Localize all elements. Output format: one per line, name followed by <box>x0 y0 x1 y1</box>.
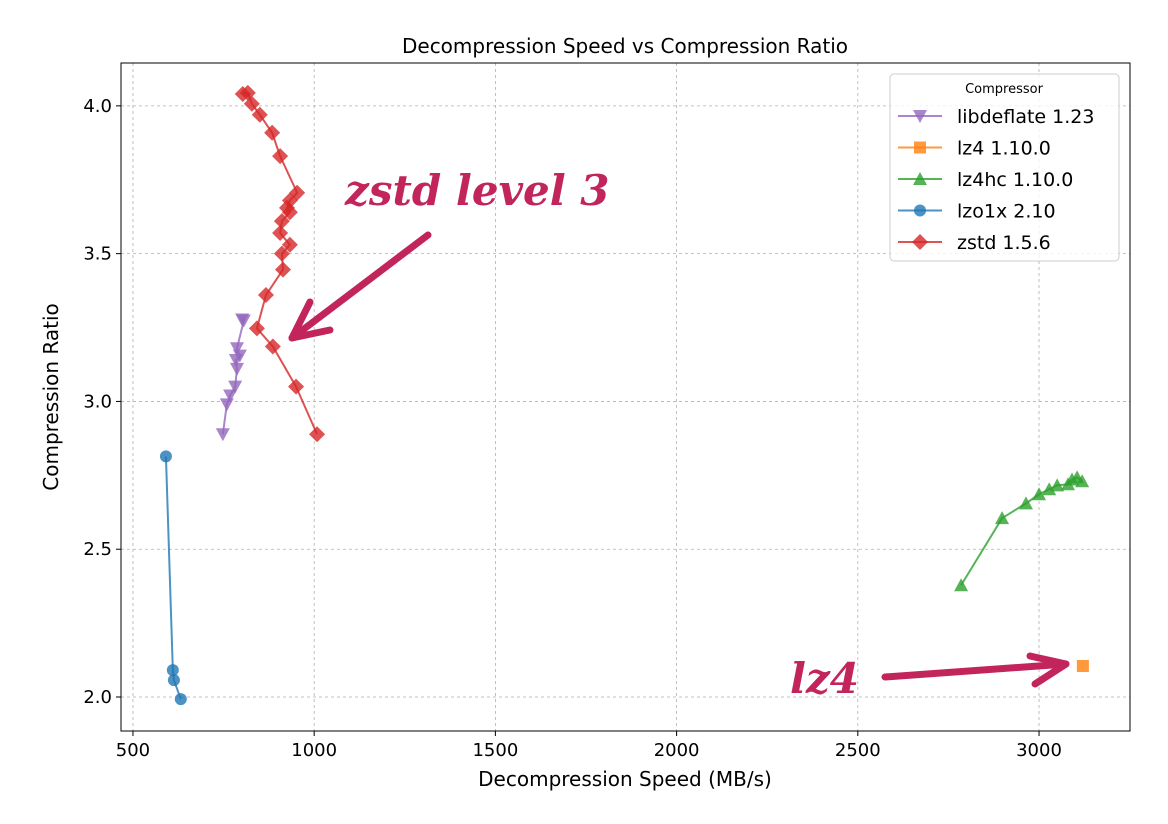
data-point <box>1075 474 1090 488</box>
data-point <box>281 204 298 221</box>
legend: Compressor libdeflate 1.23 lz4 1.10.0 lz4h… <box>889 73 1120 262</box>
x-tick-label: 1000 <box>291 740 337 761</box>
x-tick-label: 3000 <box>1016 740 1062 761</box>
data-point <box>251 106 268 123</box>
series-line <box>242 91 318 435</box>
annotation-arrow-lz4 <box>881 652 1070 688</box>
legend-label: zstd 1.5.6 <box>957 232 1051 254</box>
data-point <box>1018 496 1033 510</box>
legend-label: libdeflate 1.23 <box>957 106 1094 128</box>
data-point <box>995 511 1010 525</box>
data-point <box>281 236 298 253</box>
data-point <box>228 380 243 394</box>
data-point <box>219 398 234 412</box>
legend-item: lzo1x 2.10 <box>898 201 1056 223</box>
data-point <box>1076 659 1089 672</box>
series-line <box>164 456 182 700</box>
data-point <box>1050 478 1065 492</box>
data-point <box>215 428 230 442</box>
data-point <box>166 664 179 677</box>
data-point <box>264 124 281 141</box>
chart-title: Decompression Speed vs Compression Ratio <box>402 34 848 58</box>
legend-marker <box>914 204 926 217</box>
data-point <box>273 213 290 230</box>
annotation-arrow-zstd <box>288 231 432 342</box>
series-lz4 <box>1076 659 1089 672</box>
data-point <box>273 245 290 262</box>
data-point <box>272 148 289 165</box>
data-point <box>1042 482 1057 496</box>
ticks: 500 1000 1500 2000 2500 3000 2.0 2.5 3.0 3.5 4.0 <box>83 96 1062 761</box>
series-zstd <box>234 84 326 443</box>
data-point <box>272 224 289 241</box>
data-point <box>954 578 969 592</box>
legend-item: zstd 1.5.6 <box>898 232 1051 254</box>
annotation-zstd-level-3: zstd level 3 <box>344 166 610 215</box>
data-point <box>174 693 187 706</box>
annotation-lz4: lz4 <box>790 654 859 703</box>
legend-label: lz4hc 1.10.0 <box>957 169 1073 191</box>
data-point <box>257 287 274 304</box>
x-tick-label: 500 <box>116 740 150 761</box>
legend-label: lz4 1.10.0 <box>957 138 1051 160</box>
legend-item: lz4 1.10.0 <box>898 138 1051 160</box>
y-tick-label: 4.0 <box>83 96 112 117</box>
y-tick-label: 2.0 <box>83 687 112 708</box>
legend-label: lzo1x 2.10 <box>957 201 1056 223</box>
data-point <box>229 362 244 376</box>
y-tick-label: 2.5 <box>83 539 112 560</box>
x-axis-label: Decompression Speed (MB/s) <box>478 767 772 791</box>
y-tick-label: 3.0 <box>83 391 112 412</box>
series-libdeflate <box>215 313 251 442</box>
y-tick-label: 3.5 <box>83 244 112 265</box>
data-point <box>159 450 172 463</box>
plot-frame <box>120 62 1131 732</box>
data-point <box>275 261 292 278</box>
data-point <box>243 95 260 112</box>
data-point <box>228 354 243 368</box>
legend-title: Compressor <box>965 82 1044 97</box>
x-tick-label: 1500 <box>472 740 518 761</box>
series-line <box>960 476 1083 586</box>
series-lzo1x <box>159 450 187 706</box>
legend-marker <box>913 110 927 123</box>
legend-marker <box>914 141 926 154</box>
data-point <box>264 338 281 355</box>
data-point <box>288 378 305 395</box>
data-point <box>248 320 265 337</box>
y-axis-label: Compression Ratio <box>39 303 63 490</box>
data-point <box>223 389 238 403</box>
series-lz4hc <box>954 470 1090 592</box>
data-point <box>309 426 326 443</box>
legend-item: lz4hc 1.10.0 <box>898 169 1073 191</box>
data-point <box>236 314 251 328</box>
data-point <box>1032 487 1047 501</box>
legend-marker <box>912 234 928 250</box>
data-point <box>167 674 180 687</box>
series-layer <box>159 84 1090 706</box>
x-tick-label: 2500 <box>835 740 881 761</box>
series-line <box>221 318 246 435</box>
legend-marker <box>913 172 927 185</box>
legend-item: libdeflate 1.23 <box>898 106 1094 128</box>
data-point <box>229 342 244 356</box>
x-tick-label: 2000 <box>654 740 700 761</box>
